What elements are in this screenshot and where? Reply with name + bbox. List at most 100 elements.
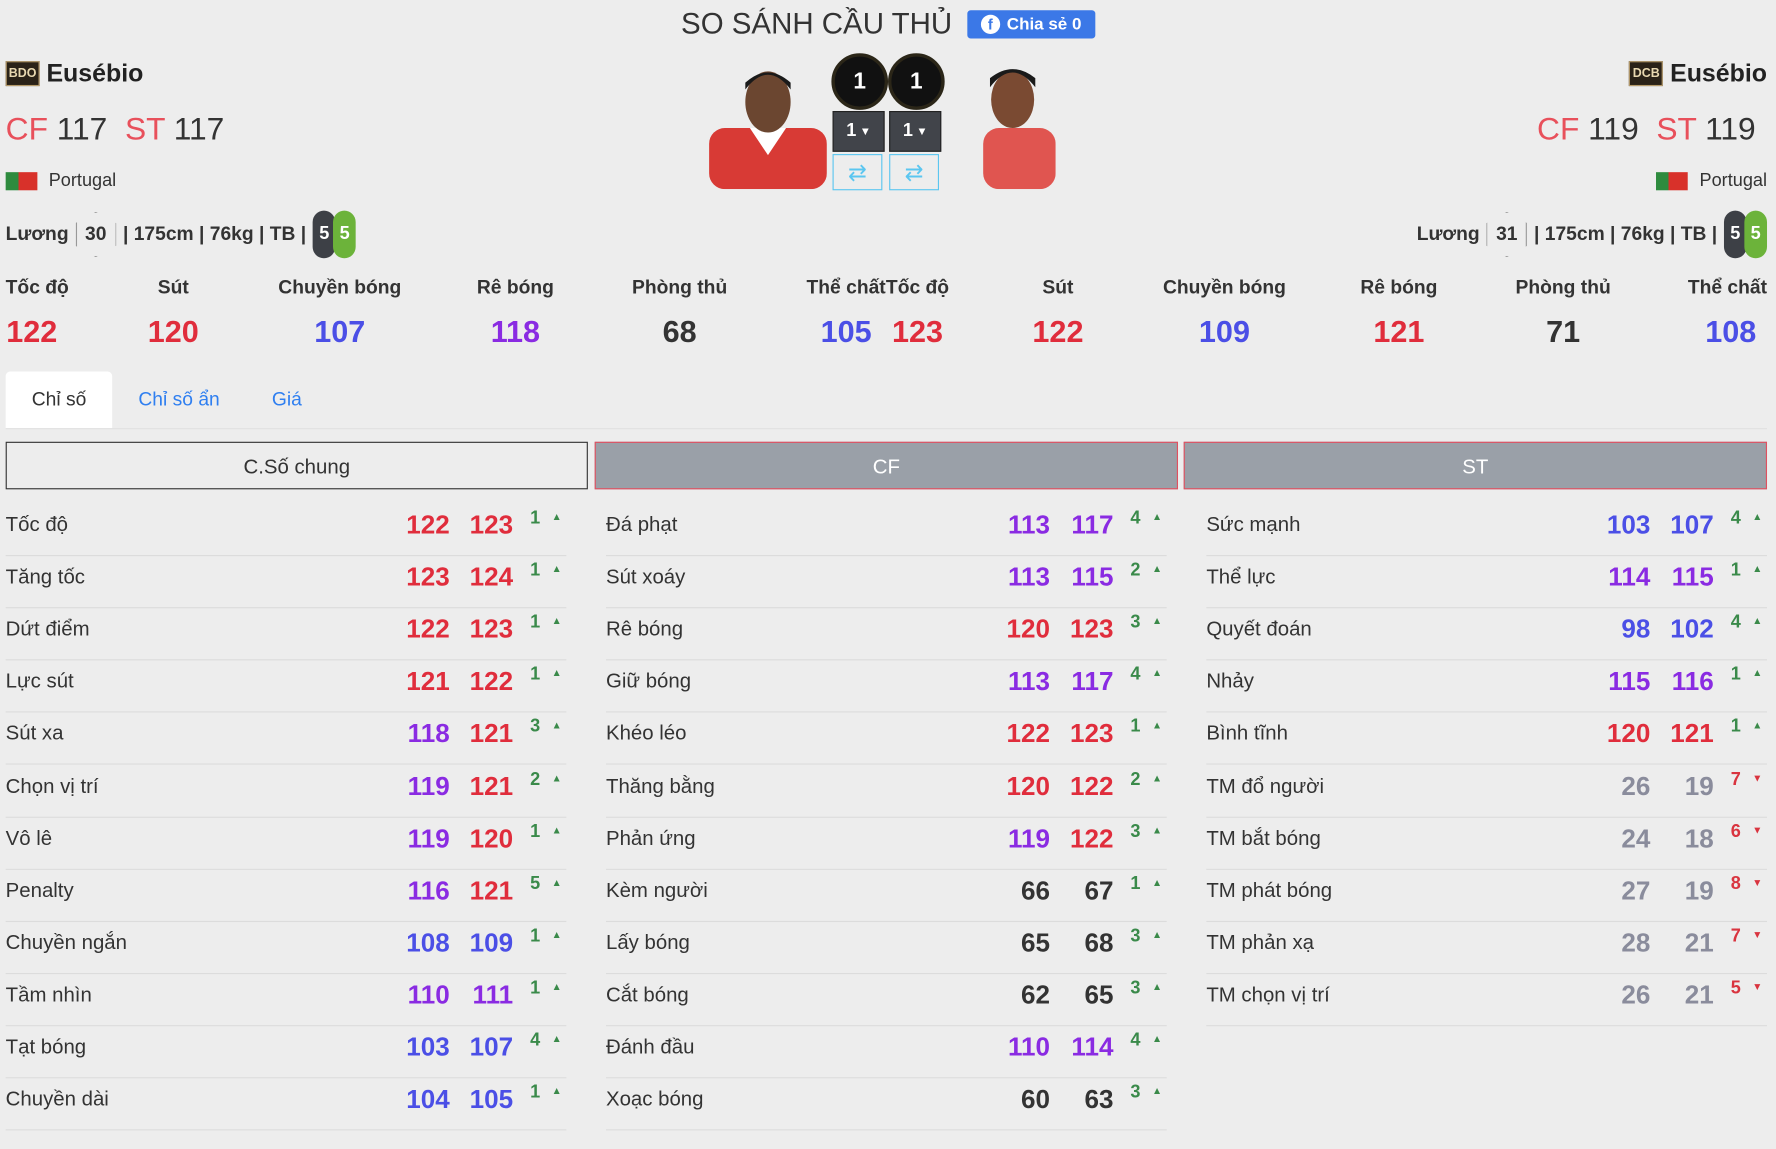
stat-value-player2: 21 (1684, 927, 1714, 957)
summary-label: Sút (1042, 276, 1074, 298)
arrow-up-icon: ▲ (1752, 615, 1763, 627)
arrow-up-icon: ▲ (551, 1033, 562, 1045)
left-foot-icon: 5 (312, 210, 336, 259)
arrow-up-icon: ▲ (1752, 719, 1763, 732)
stat-name: Chuyền dài (5, 1087, 109, 1111)
arrow-up-icon: ▲ (1151, 1085, 1163, 1097)
stat-diff: 5 (530, 874, 541, 894)
stat-diff: 6 (1730, 821, 1741, 842)
stat-diff: 5 (1730, 978, 1741, 998)
stat-diff: 1 (530, 665, 541, 685)
stat-diff: 4 (1130, 665, 1141, 685)
player1-swap-button[interactable]: ⇄ (832, 154, 883, 191)
player2-upgrade-select[interactable]: 1 ▼ (889, 111, 942, 152)
stat-diff: 1 (530, 821, 541, 842)
stat-value-player2: 107 (469, 1031, 514, 1062)
name: Eusébio (46, 58, 144, 88)
stat-name: TM bắt bóng (1206, 826, 1321, 850)
player2-info: Lương 31 | 175cm | 76kg | TB | 5 5 (1417, 210, 1768, 259)
stat-value-player1: 110 (1007, 1031, 1051, 1062)
arrow-up-icon: ▲ (551, 824, 562, 836)
nation-name: Portugal (48, 171, 117, 191)
player1-upgrade-select[interactable]: 1 ▼ (832, 111, 885, 152)
name: Eusébio (1670, 58, 1768, 88)
stat-diff: 1 (1130, 717, 1141, 737)
stat-name: Sút xoáy (605, 565, 686, 588)
stat-name: Sút xa (5, 721, 64, 745)
stat-diff: 2 (1130, 769, 1141, 789)
stat-value-player1: 65 (1021, 927, 1051, 957)
stat-value-player1: 122 (406, 614, 450, 644)
stat-diff: 1 (530, 613, 541, 633)
stat-row: Quyết đoán 98 102 4 ▲ (1206, 608, 1768, 661)
summary-label: Chuyền bóng (1162, 276, 1286, 298)
stat-name: Sức mạnh (1206, 513, 1301, 536)
stat-value-player2: 124 (469, 561, 514, 592)
stat-row: Giữ bóng 113 117 4 ▲ (605, 661, 1167, 713)
stat-value-player2: 122 (1069, 823, 1114, 853)
stat-value-player2: 68 (1084, 927, 1114, 957)
ovr: 119 (1705, 111, 1756, 147)
tab-gia[interactable]: Giá (271, 388, 302, 411)
stat-name: Rê bóng (605, 617, 684, 641)
summary-label: Phòng thủ (632, 276, 728, 298)
stat-row: TM đổ người 26 19 7 ▼ (1206, 765, 1768, 818)
stat-name: Thăng bằng (605, 774, 715, 797)
stat-diff: 7 (1730, 926, 1741, 946)
stat-value-player1: 122 (406, 509, 450, 540)
ovr: 117 (56, 111, 108, 147)
stat-value-player1: 121 (406, 666, 450, 696)
stat-value-player2: 109 (469, 927, 514, 957)
player2-swap-button[interactable]: ⇄ (889, 154, 940, 191)
stat-row: Xoạc bóng 60 63 3 ▲ (605, 1078, 1167, 1131)
stat-row: Lực sút 121 122 1 ▲ (5, 661, 567, 713)
stat-name: Lực sút (5, 669, 74, 693)
stat-value-player2: 122 (1069, 770, 1114, 801)
stat-row: Nhảy 115 116 1 ▲ (1206, 661, 1768, 713)
player1-nation: Portugal (5, 171, 117, 191)
stat-row: Khéo léo 122 123 1 ▲ (605, 713, 1167, 766)
stat-diff: 1 (530, 978, 541, 998)
stat-value-player2: 111 (472, 979, 514, 1010)
summary-value: 71 (1546, 314, 1581, 349)
stat-name: Thể lực (1206, 565, 1276, 588)
stat-row: Phản ứng 119 122 3 ▲ (605, 817, 1167, 870)
share-button[interactable]: f Chia sẻ 0 (967, 9, 1096, 39)
stat-row: Sút xoáy 113 115 2 ▲ (605, 556, 1167, 609)
arrow-down-icon: ▼ (1752, 876, 1763, 888)
stat-value-player2: 19 (1684, 770, 1714, 801)
left-foot-icon: 5 (1723, 210, 1747, 259)
column-header-cf[interactable]: CF (594, 441, 1179, 490)
summary-value: 120 (147, 314, 199, 349)
summary-value: 121 (1373, 314, 1425, 349)
arrow-up-icon: ▲ (551, 980, 562, 993)
arrow-up-icon: ▲ (551, 876, 562, 888)
arrow-up-icon: ▲ (551, 563, 562, 575)
player1-photo (709, 62, 827, 190)
stat-row: TM phản xạ 28 21 7 ▼ (1206, 922, 1768, 974)
column-header-st[interactable]: ST (1183, 441, 1768, 490)
stat-value-player1: 116 (407, 875, 450, 905)
stat-value-player2: 121 (469, 875, 514, 905)
summary-label: Sút (157, 276, 189, 298)
player2-positions: CF 119 ST 119 (1537, 111, 1756, 147)
stat-value-player1: 119 (1007, 823, 1051, 853)
stat-name: Đá phạt (605, 513, 678, 536)
player1-info: Lương 30 | 175cm | 76kg | TB | 5 5 (6, 210, 356, 259)
tab-chi-so-an[interactable]: Chỉ số ẩn (138, 388, 220, 411)
summary-label: Rê bóng (476, 276, 554, 298)
column-header-general[interactable]: C.Số chung (5, 441, 588, 490)
stat-name: Cắt bóng (605, 983, 689, 1006)
stat-name: Tạt bóng (5, 1035, 87, 1058)
tab-chi-so[interactable]: Chỉ số (5, 371, 113, 429)
salary: 30 (85, 223, 107, 245)
arrow-up-icon: ▲ (1752, 510, 1763, 523)
stat-diff: 3 (1130, 613, 1141, 633)
stat-name: Quyết đoán (1206, 617, 1312, 641)
arrow-up-icon: ▲ (551, 928, 562, 940)
summary-value: 123 (891, 314, 944, 349)
stat-diff: 4 (1130, 1030, 1141, 1051)
stat-name: Giữ bóng (605, 669, 692, 693)
summary-value: 122 (1032, 314, 1084, 349)
right-foot-icon: 5 (333, 210, 356, 259)
